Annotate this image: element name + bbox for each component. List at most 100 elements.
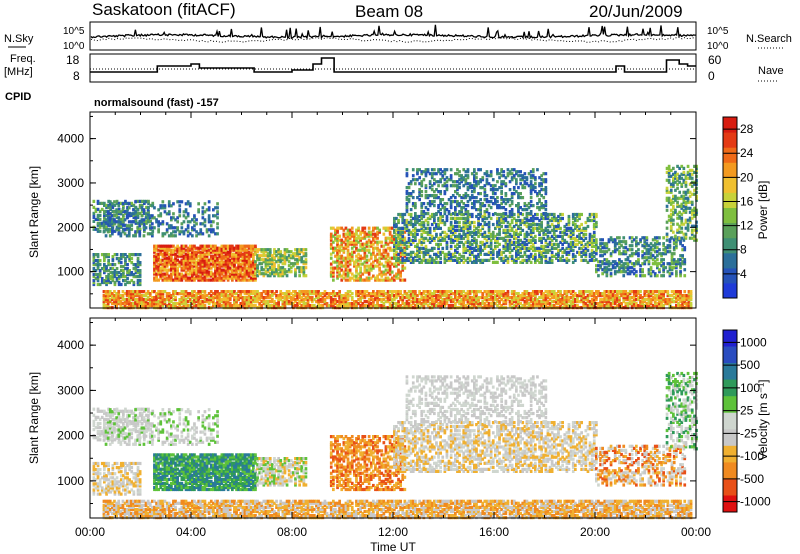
power-cell <box>287 250 291 254</box>
power-cell <box>409 182 413 186</box>
power-cell <box>332 274 335 278</box>
power-cell <box>445 214 449 219</box>
power-cell <box>220 276 224 280</box>
power-cell <box>479 206 482 210</box>
power-cell <box>191 276 194 280</box>
power-cell <box>487 204 491 208</box>
power-cell <box>222 294 226 298</box>
power-cell <box>136 292 139 296</box>
power-cell <box>107 259 110 263</box>
power-cell <box>420 170 424 174</box>
power-cell <box>582 232 586 236</box>
power-cell <box>321 292 325 296</box>
power-cell <box>441 218 445 223</box>
power-cell <box>143 223 146 227</box>
power-cell <box>504 184 508 188</box>
power-cell <box>205 246 209 250</box>
power-cell <box>336 242 339 246</box>
power-cell <box>119 255 123 259</box>
power-cell <box>592 222 596 227</box>
power-cell <box>155 258 158 262</box>
power-cell <box>186 278 190 282</box>
power-cell <box>273 248 276 252</box>
power-cell <box>420 222 424 227</box>
power-cell <box>588 254 592 258</box>
power-cell <box>346 278 350 282</box>
power-cell <box>108 292 112 296</box>
power-cell <box>544 172 548 176</box>
power-cell <box>517 212 520 217</box>
power-cell <box>292 298 295 302</box>
power-cell <box>456 188 459 192</box>
power-cell <box>336 240 339 244</box>
power-cell <box>180 302 184 306</box>
power-cell <box>477 252 480 256</box>
power-cell <box>441 246 445 250</box>
power-cell <box>552 254 556 258</box>
power-cell <box>329 246 333 250</box>
power-cell <box>159 246 163 250</box>
power-cell <box>574 224 577 229</box>
power-cell <box>386 258 390 262</box>
power-cell <box>340 268 344 272</box>
power-cell <box>405 228 409 232</box>
power-cell <box>197 276 200 280</box>
power-cell <box>165 304 169 308</box>
power-cell <box>470 196 474 200</box>
power-cell <box>588 252 592 256</box>
power-cell <box>405 198 409 202</box>
power-cell <box>188 268 192 272</box>
power-cell <box>262 302 266 306</box>
power-cell <box>451 180 455 184</box>
power-cell <box>550 244 554 248</box>
power-cell <box>506 172 510 176</box>
power-cell <box>483 222 487 227</box>
power-cell <box>277 300 280 304</box>
power-cell <box>239 292 243 296</box>
power-cell <box>422 210 426 214</box>
power-cell <box>336 292 339 296</box>
power-cell <box>470 194 474 198</box>
power-cell <box>249 278 253 282</box>
power-cell <box>105 203 108 207</box>
power-cell <box>592 232 596 236</box>
power-cell <box>107 277 110 281</box>
power-cell <box>308 292 312 296</box>
power-cell <box>561 230 564 234</box>
nsky-label: N.Sky <box>4 33 34 45</box>
power-cell <box>458 216 461 221</box>
power-cell <box>136 259 140 263</box>
power-cell <box>170 264 173 268</box>
power-cell <box>386 262 390 266</box>
power-cell <box>439 180 442 184</box>
power-cell <box>372 226 375 230</box>
power-cell <box>582 244 586 248</box>
power-cell <box>281 302 285 306</box>
power-cell <box>586 216 590 221</box>
power-cell <box>546 216 550 221</box>
power-cell <box>237 250 240 254</box>
power-cell <box>422 178 426 182</box>
power-cell <box>529 244 533 248</box>
power-cell <box>252 278 255 282</box>
power-cell <box>113 263 117 267</box>
power-cell <box>426 232 430 236</box>
power-cell <box>447 234 451 238</box>
power-cell <box>422 222 426 227</box>
power-cell <box>424 236 428 240</box>
power-cell <box>220 250 224 254</box>
power-cell <box>153 258 156 262</box>
power-cell <box>237 262 240 266</box>
power-cell <box>292 252 295 256</box>
power-cell <box>124 201 127 205</box>
power-cell <box>475 200 478 204</box>
power-cell <box>504 212 508 216</box>
power-cell <box>470 202 474 206</box>
power-cell <box>138 282 142 287</box>
power-cell <box>407 192 411 196</box>
power-cell <box>420 182 424 186</box>
noise-left-tick-bottom: 10^0 <box>63 41 85 52</box>
power-cell <box>592 234 596 238</box>
power-cell <box>243 296 247 300</box>
power-cell <box>127 300 131 304</box>
